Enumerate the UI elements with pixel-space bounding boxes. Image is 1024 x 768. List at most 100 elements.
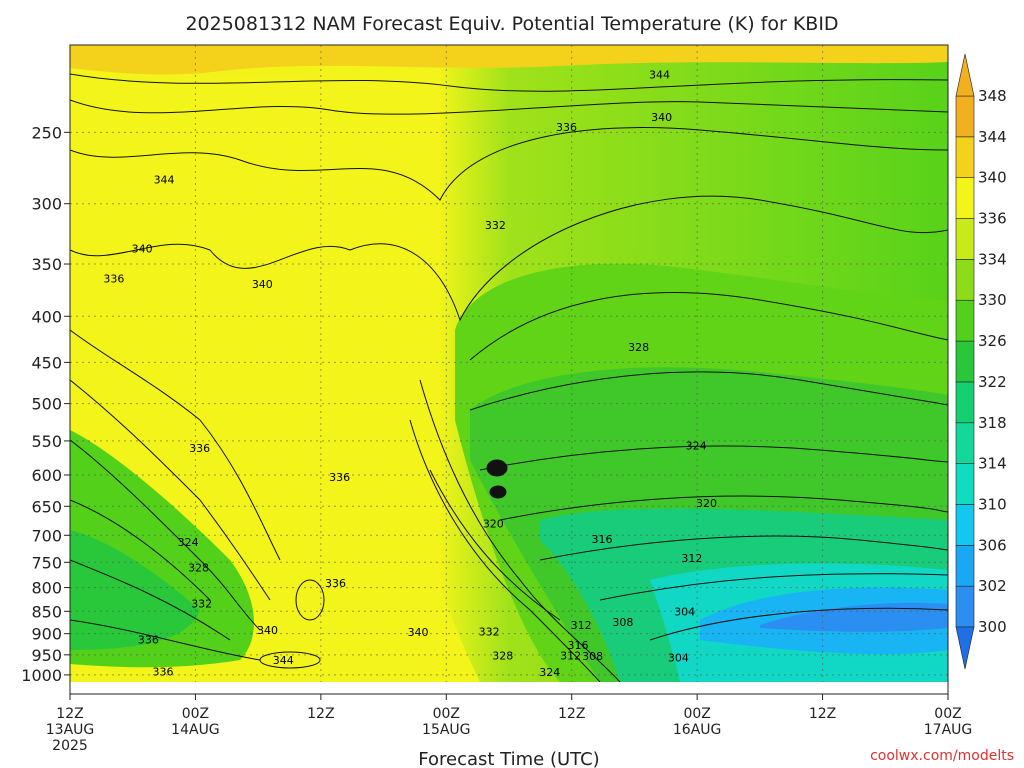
contour-label: 304 [674, 605, 695, 618]
colorbar-tick-label: 348 [978, 87, 1007, 105]
contour-label: 340 [651, 111, 672, 124]
contour-label: 336 [556, 121, 577, 134]
contour-label: 328 [628, 341, 649, 354]
x-tick-label: 12Z [307, 706, 334, 722]
y-tick-label: 450 [31, 353, 62, 372]
x-tick-label: 00Z [683, 706, 710, 722]
contour-label: 336 [138, 634, 159, 647]
contour-label: 340 [252, 278, 273, 291]
colorbar-arrow-bottom [955, 626, 975, 670]
contour-line [70, 195, 948, 322]
contour-cluster [486, 459, 508, 477]
contour-line [649, 607, 948, 641]
contour-closed [295, 579, 325, 621]
contour-label: 336 [189, 442, 210, 455]
contour-line [70, 499, 211, 601]
y-tick-label: 300 [31, 195, 62, 214]
contour-label: 316 [592, 533, 613, 546]
y-tick-label: 750 [31, 553, 62, 572]
colorbar-tick-label: 306 [978, 536, 1007, 554]
y-tick-label: 900 [31, 625, 62, 644]
x-tick-label: 00Z [934, 706, 961, 722]
contour-label: 332 [479, 625, 500, 638]
colorbar-segment [955, 585, 975, 628]
x-tick-label: 16AUG [673, 722, 722, 738]
contour-line [599, 573, 948, 601]
colorbar: 300 302 306 310 314 318 322 326 330 334 336 340 344 3… [955, 53, 1007, 670]
colorbar-tick-label: 300 [978, 618, 1007, 636]
colorbar-segment [955, 177, 975, 219]
contour-labels: 344 340 336 340 344 340 336 332 328 324 336 336 320 3… [103, 69, 717, 679]
contour-label: 336 [325, 577, 346, 590]
x-tick-label: 15AUG [422, 722, 471, 738]
x-axis-label: Forecast Time (UTC) [418, 749, 599, 768]
contour-label: 304 [668, 651, 689, 664]
contour-cluster [489, 485, 507, 499]
y-tick-label: 500 [31, 395, 62, 414]
y-tick-label: 250 [31, 123, 62, 142]
contour-label: 340 [132, 243, 153, 256]
plot-frame [69, 44, 949, 695]
contour-label: 320 [483, 517, 504, 530]
colorbar-segment [955, 95, 975, 138]
contour-label: 316 [567, 639, 588, 652]
colorbar-tick-label: 302 [978, 577, 1007, 595]
contour-label: 336 [153, 666, 174, 679]
colorbar-tick-label: 322 [978, 373, 1007, 391]
colorbar-segment [955, 340, 975, 383]
contour-label: 328 [492, 649, 513, 662]
y-tick-label: 1000 [21, 666, 62, 685]
y-tick-label: 850 [31, 602, 62, 621]
colorbar-tick-label: 344 [978, 128, 1007, 146]
colorbar-segment [955, 299, 975, 342]
colorbar-tick-label: 318 [978, 414, 1007, 432]
plot-area: 344 340 336 340 344 340 336 332 328 324 336 336 320 3… [70, 45, 948, 694]
colorbar-segment [955, 218, 975, 260]
y-tick-label: 950 [31, 646, 62, 665]
contour-label: 312 [571, 619, 592, 632]
contour-label: 324 [686, 439, 707, 452]
contour-lines [70, 73, 948, 682]
contour-label: 324 [539, 666, 560, 679]
contour-line [469, 371, 948, 411]
colorbar-segment [955, 422, 975, 464]
colorbar-tick-label: 314 [978, 455, 1007, 473]
field-band-left-teal [70, 530, 200, 650]
x-tick-label: 00Z [182, 706, 209, 722]
contour-line [70, 379, 271, 601]
contour-line [70, 439, 261, 631]
contour-label: 308 [582, 650, 603, 663]
x-tick-label: 12Z [809, 706, 836, 722]
y-tick-label: 600 [31, 466, 62, 485]
colorbar-arrow-top [955, 53, 975, 97]
x-tick-label: 2025 [52, 738, 88, 754]
contour-line [469, 292, 948, 361]
contour-line [419, 379, 621, 682]
contour-label: 344 [649, 69, 670, 82]
contour-label: 320 [696, 497, 717, 510]
contour-label: 332 [485, 219, 506, 232]
contour-line [539, 535, 948, 561]
field-band-warm-top [70, 45, 948, 75]
contour-line [70, 99, 948, 115]
contour-label: 308 [612, 616, 633, 629]
contour-line [429, 469, 561, 621]
y-tick-label: 650 [31, 497, 62, 516]
y-tick-label: 550 [31, 432, 62, 451]
x-tick-label: 12Z [56, 706, 83, 722]
ground-strip [70, 682, 948, 694]
y-tick-label: 800 [31, 579, 62, 598]
colorbar-tick-label: 340 [978, 169, 1007, 187]
x-tick-label: 12Z [558, 706, 585, 722]
colorbar-tick-label: 310 [978, 495, 1007, 513]
colorbar-segment [955, 136, 975, 178]
contour-label: 344 [154, 174, 175, 187]
contour-line [70, 619, 261, 661]
contour-label: 340 [408, 626, 429, 639]
contour-label: 340 [257, 624, 278, 637]
contour-label: 312 [560, 649, 581, 662]
grid [70, 45, 948, 682]
contour-closed [259, 651, 321, 669]
x-tick-label: 00Z [433, 706, 460, 722]
colorbar-tick-label: 336 [978, 210, 1007, 228]
